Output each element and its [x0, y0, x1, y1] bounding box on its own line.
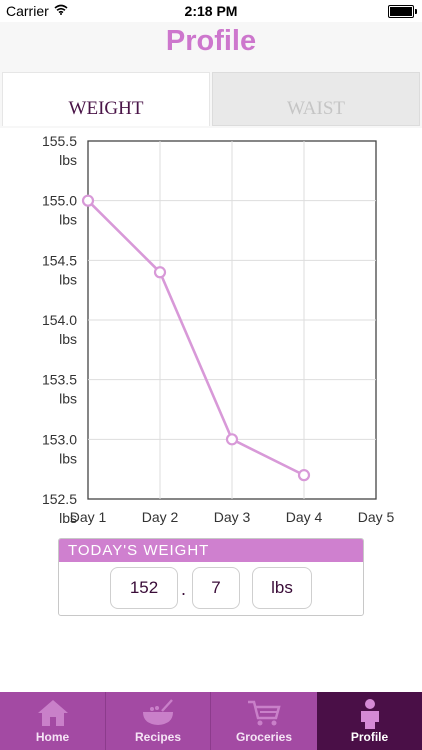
tab-weight[interactable]: WEIGHT	[2, 72, 210, 126]
tab-bar-recipes-label: Recipes	[134, 730, 182, 744]
todays-weight-panel: TODAY'S WEIGHT 152 . 7 lbs	[58, 538, 364, 616]
tab-bar-recipes[interactable]: Recipes	[106, 692, 211, 750]
weight-decimal-field[interactable]: 7	[192, 567, 240, 609]
tab-bar: Home Recipes Groceries Profile	[0, 692, 422, 750]
y-tick-label: 154.0	[42, 312, 77, 328]
y-tick-label: 153.5	[42, 372, 77, 388]
y-tick-label: 155.5	[42, 133, 77, 149]
y-tick-unit: lbs	[59, 331, 77, 347]
y-tick-label: 155.0	[42, 193, 77, 209]
y-tick-unit: lbs	[59, 152, 77, 168]
y-tick-unit: lbs	[59, 510, 77, 526]
x-tick-label: Day 3	[214, 509, 251, 525]
status-bar: Carrier 2:18 PM	[0, 0, 422, 22]
tab-bar-home-label: Home	[35, 730, 70, 744]
cart-icon	[248, 700, 281, 726]
carrier-label: Carrier	[6, 3, 49, 19]
y-tick-unit: lbs	[59, 212, 77, 228]
nav-bar: Profile	[0, 22, 422, 70]
page-title: Profile	[165, 25, 257, 57]
weight-integer-field[interactable]: 152	[110, 567, 178, 609]
y-tick-label: 154.5	[42, 252, 77, 268]
tab-waist[interactable]: WAIST	[212, 72, 420, 126]
y-tick-unit: lbs	[59, 450, 77, 466]
y-tick-label: 153.0	[42, 431, 77, 447]
weight-chart: 155.5 lbs 155.0 lbs 154.5 lbs 154.0 lbs 153.5 lbs…	[42, 133, 395, 526]
weight-unit-selector[interactable]: lbs	[252, 567, 312, 609]
tab-bar-profile-label: Profile	[350, 730, 389, 744]
data-point	[153, 266, 167, 279]
data-point	[81, 194, 95, 207]
bowl-icon	[143, 699, 173, 725]
data-point	[297, 469, 311, 482]
y-tick-unit: lbs	[59, 271, 77, 287]
data-point	[225, 433, 239, 446]
x-tick-label: Day 2	[142, 509, 179, 525]
y-tick-label: 152.5	[42, 491, 77, 507]
tab-bar-home[interactable]: Home	[0, 692, 106, 750]
tab-bar-profile[interactable]: Profile	[317, 692, 422, 750]
x-tick-label: Day 5	[358, 509, 395, 525]
todays-weight-header: TODAY'S WEIGHT	[59, 539, 363, 562]
y-tick-unit: lbs	[59, 391, 77, 407]
tab-bar-groceries-label: Groceries	[235, 730, 293, 744]
tab-bar-groceries[interactable]: Groceries	[211, 692, 317, 750]
x-tick-label: Day 1	[70, 509, 107, 525]
battery-icon	[388, 5, 417, 18]
segment-tabs: WEIGHT WAIST	[0, 70, 422, 128]
person-icon	[360, 699, 379, 729]
wifi-icon	[54, 4, 68, 15]
house-icon	[37, 700, 68, 726]
x-tick-label: Day 4	[286, 509, 323, 525]
status-time: 2:18 PM	[184, 3, 238, 19]
series-line	[87, 199, 305, 477]
decimal-point: .	[181, 579, 187, 599]
